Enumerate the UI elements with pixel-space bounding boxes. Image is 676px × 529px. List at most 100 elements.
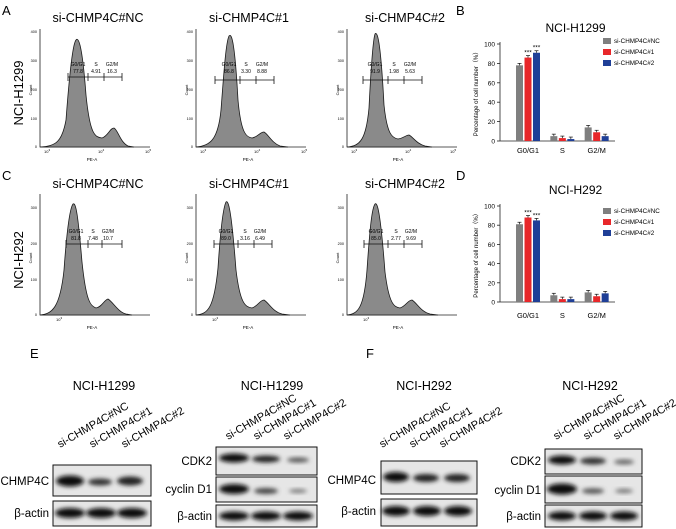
bar (550, 136, 558, 141)
legend-label: si-CHMP4C#2 (614, 230, 655, 237)
x-tick: 103 (212, 316, 218, 322)
bar (584, 292, 592, 302)
legend-swatch (603, 38, 611, 44)
y-axis-label: Count (335, 84, 340, 96)
x-tick: 104 (254, 148, 260, 154)
gate-value: 7.48 (88, 236, 98, 242)
gate-value: 5.63 (405, 69, 415, 75)
gate-value: 1.98 (389, 69, 399, 75)
protein-label-actin: β-actin (14, 508, 49, 520)
row-label-h292: NCI-H292 (11, 231, 26, 289)
y-tick: 300 (338, 206, 344, 210)
histogram-h292-nc: si-CHMP4C#NC 300 200 100 0 Count PE-A 10… (28, 177, 150, 330)
bar (601, 136, 609, 141)
y-tick: 300 (187, 206, 193, 210)
gate-value: 3.30 (241, 69, 251, 75)
y-tick-label: 0 (491, 300, 495, 307)
gate-label: G0/G1 (219, 229, 234, 235)
western-blot-f: NCI-H292 NCI-H292 si-CHMP4C#NC si-CHMP4C… (327, 379, 676, 528)
bar (567, 299, 575, 302)
gate-value: 77.8 (73, 69, 83, 75)
gate-label: G0/G1 (69, 229, 84, 235)
y-tick-label: 80 (488, 61, 496, 68)
histogram-title: si-CHMP4C#NC (53, 177, 144, 191)
bar (533, 52, 540, 142)
bar (533, 220, 540, 302)
gate-label: G0/G1 (71, 62, 86, 68)
protein-label-chmp4c: CHMP4C (0, 476, 49, 488)
y-tick: 200 (338, 88, 344, 92)
legend-swatch (603, 219, 611, 225)
legend-swatch (603, 49, 611, 55)
histogram-h292-si2: si-CHMP4C#2 300 200 100 0 Count PE-A 103… (335, 177, 457, 330)
bar (550, 295, 558, 302)
y-tick: 400 (187, 30, 193, 34)
x-tick: 103 (44, 148, 50, 154)
category-label: S (560, 146, 565, 155)
y-tick: 100 (338, 278, 344, 282)
gate-label: G2/M (102, 229, 114, 235)
y-tick-label: 100 (484, 42, 495, 49)
protein-label-cyclin: cyclin D1 (165, 484, 212, 496)
gate-value: 86.8 (224, 69, 234, 75)
histogram-h292-si1: si-CHMP4C#1 300 200 100 0 Count PE-A 103… (184, 177, 306, 330)
bar-chart-h292: NCI-H292 0 20 40 60 80 100 Percentage of cell n… (473, 183, 660, 320)
y-tick: 0 (191, 145, 193, 149)
bar (584, 127, 592, 141)
blot-title-right: NCI-H1299 (241, 379, 304, 393)
gate-value: 8.88 (257, 69, 267, 75)
y-tick-label: 40 (488, 100, 496, 107)
protein-label-actin: β-actin (341, 506, 376, 518)
x-tick: 103 (56, 316, 62, 322)
legend-label: si-CHMP4C#2 (614, 60, 655, 67)
gate-value: 16.3 (107, 69, 117, 75)
y-tick: 0 (35, 145, 37, 149)
protein-label-chmp4c: CHMP4C (327, 475, 376, 487)
legend-swatch (603, 230, 611, 236)
y-axis-label: Percentage of cell number（%） (473, 210, 480, 297)
legend-label: si-CHMP4C#1 (614, 219, 655, 226)
significance-label: *** (524, 210, 532, 217)
protein-label-actin: β-actin (506, 511, 541, 523)
histogram-title: si-CHMP4C#2 (365, 177, 445, 191)
histogram-title: si-CHMP4C#1 (209, 11, 289, 25)
y-tick-label: 100 (484, 204, 495, 211)
x-axis-label: PE-A (393, 157, 404, 162)
y-tick: 100 (338, 117, 344, 121)
y-axis-label: Count (184, 252, 189, 264)
gate-value: 4.91 (91, 69, 101, 75)
protein-label-cdk2: CDK2 (510, 456, 541, 468)
gate-value: 9.69 (406, 236, 416, 242)
gate-value: 10.7 (103, 236, 113, 242)
legend-swatch (603, 60, 611, 66)
y-tick-label: 0 (491, 139, 495, 146)
gate-label: S (243, 229, 247, 235)
category-label: G0/G1 (517, 146, 539, 155)
gate-value: 6.49 (255, 236, 265, 242)
y-tick-label: 20 (488, 280, 496, 287)
x-tick: 105 (301, 148, 307, 154)
gate-label: G2/M (405, 229, 417, 235)
bar (558, 138, 566, 141)
histogram-h1299-si2: si-CHMP4C#2 400 300 200 100 0 Count PE-A… (335, 11, 457, 162)
y-tick: 200 (338, 242, 344, 246)
bar-chart-h1299: NCI-H1299 0 20 40 60 80 100 Percentage of cell … (473, 21, 660, 155)
histogram-h1299-nc: si-CHMP4C#NC 400 300 200 100 0 Count PE-… (28, 11, 151, 162)
y-tick-label: 60 (488, 242, 496, 249)
histogram-title: si-CHMP4C#2 (365, 11, 445, 25)
gate-value: 3.16 (240, 236, 250, 242)
gate-markers (67, 73, 123, 81)
y-tick: 100 (187, 278, 193, 282)
gate-markers (363, 240, 423, 248)
blot-title-left: NCI-H292 (396, 379, 452, 393)
gate-label: G2/M (404, 62, 416, 68)
category-label: G2/M (587, 311, 605, 320)
gate-value: 2.77 (391, 236, 401, 242)
protein-label-cyclin: cyclin D1 (494, 485, 541, 497)
y-tick: 0 (35, 313, 37, 317)
significance-label: *** (533, 212, 541, 219)
x-axis-label: PE-A (87, 325, 98, 330)
gate-label: G0/G1 (368, 62, 383, 68)
category-label: S (560, 311, 565, 320)
histogram-title: si-CHMP4C#NC (53, 11, 144, 25)
